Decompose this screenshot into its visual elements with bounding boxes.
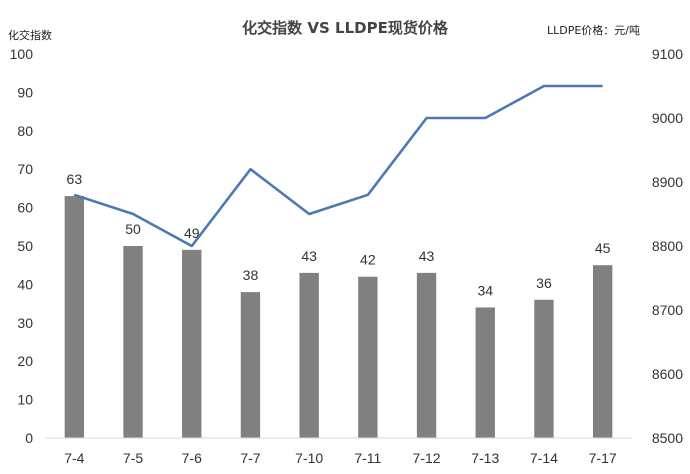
- y-left-tick-10: 100: [10, 46, 34, 62]
- y-left-tick-0: 0: [25, 430, 33, 446]
- y-right-tick-2: 8700: [652, 302, 683, 318]
- y-right-tick-0: 8500: [652, 430, 683, 446]
- y-left-tick-9: 90: [17, 84, 33, 100]
- bar-4: [299, 272, 319, 438]
- y-left-axis-title: 化交指数: [8, 28, 52, 42]
- bar-6: [416, 272, 437, 438]
- bar-series: [64, 196, 613, 438]
- bar-3: [240, 292, 261, 438]
- bar-label-9: 45: [595, 240, 611, 256]
- bar-label-2: 49: [184, 225, 200, 241]
- y-left-tick-2: 20: [17, 353, 33, 369]
- bar-8: [534, 299, 554, 438]
- y-left-tick-7: 70: [17, 161, 33, 177]
- y-right-axis-title: LLDPE价格：元/吨: [547, 23, 640, 37]
- x-tick-9: 7-17: [589, 450, 617, 466]
- bar-1: [123, 246, 143, 438]
- y-left-tick-4: 40: [17, 276, 33, 292]
- x-tick-labels: 7-4 7-5 7-6 7-7 7-10 7-11 7-12 7-13 7-14 7-17: [64, 450, 617, 466]
- price-line: [73, 84, 603, 248]
- bar-2: [182, 249, 202, 438]
- chart-title: 化交指数 VS LLDPE现货价格: [242, 19, 449, 37]
- x-tick-1: 7-5: [123, 450, 143, 466]
- x-tick-3: 7-7: [240, 450, 260, 466]
- x-tick-8: 7-14: [530, 450, 558, 466]
- y-left-tick-5: 50: [17, 238, 33, 254]
- line-series: [73, 84, 603, 248]
- y-left-tick-6: 60: [17, 200, 33, 216]
- y-left-tick-1: 10: [17, 392, 33, 408]
- x-tick-5: 7-11: [354, 450, 381, 466]
- bar-label-1: 50: [125, 221, 141, 237]
- bar-label-3: 38: [243, 267, 259, 283]
- y-right-tick-1: 8600: [652, 366, 683, 382]
- y-left-tick-3: 30: [17, 315, 33, 331]
- bar-0: [64, 196, 85, 438]
- bar-9: [592, 265, 613, 438]
- bar-label-8: 36: [536, 275, 552, 291]
- x-tick-7: 7-13: [471, 450, 499, 466]
- bar-label-0: 63: [67, 171, 83, 187]
- bar-data-labels: 63 50 49 38 43 42 43 34 36 45: [67, 171, 611, 298]
- x-tick-2: 7-6: [182, 450, 202, 466]
- bar-5: [358, 276, 378, 438]
- x-tick-6: 7-12: [413, 450, 441, 466]
- bar-7: [475, 307, 495, 438]
- y-right-tick-4: 8900: [652, 174, 683, 190]
- bar-label-7: 34: [477, 282, 493, 298]
- y-right-tick-6: 9100: [652, 46, 683, 62]
- y-left-tick-8: 80: [17, 123, 33, 139]
- y-right-tick-3: 8800: [652, 238, 683, 254]
- y-left-tick-labels: 0 10 20 30 40 50 60 70 80 90 100: [10, 46, 34, 446]
- bar-label-6: 43: [419, 248, 435, 264]
- bar-label-4: 43: [301, 248, 317, 264]
- x-tick-0: 7-4: [64, 450, 84, 466]
- y-right-tick-5: 9000: [652, 110, 683, 126]
- x-tick-4: 7-10: [295, 450, 323, 466]
- y-right-tick-labels: 8500 8600 8700 8800 8900 9000 9100: [652, 46, 683, 446]
- bar-label-5: 42: [360, 252, 376, 268]
